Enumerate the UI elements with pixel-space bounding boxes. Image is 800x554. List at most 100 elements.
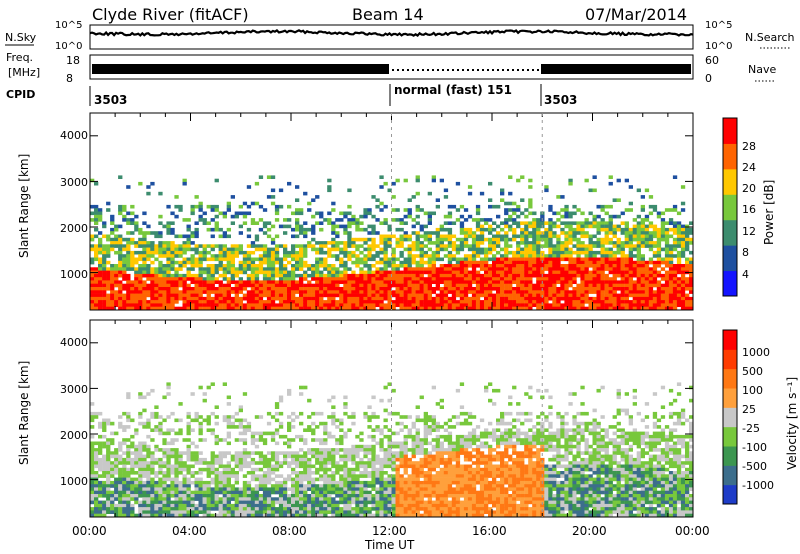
echo-cell [644, 234, 650, 239]
echo-cell [307, 290, 312, 294]
echo-cell [234, 503, 239, 508]
echo-cell [106, 273, 111, 278]
echo-cell [250, 260, 256, 265]
echo-cell [475, 241, 481, 245]
echo-cell [568, 303, 573, 307]
freq-band-b [541, 64, 691, 74]
echo-cell [126, 303, 131, 307]
echo-cell [98, 277, 103, 281]
echo-cell [222, 254, 227, 258]
echo-cell [411, 218, 416, 222]
echo-cell [262, 480, 268, 485]
echo-cell [246, 254, 252, 258]
echo-cell [347, 224, 352, 229]
echo-cell [218, 244, 223, 248]
echo-cell [516, 234, 521, 239]
echo-cell [154, 494, 159, 498]
echo-cell [226, 395, 231, 400]
echo-cell [295, 244, 300, 248]
echo-cell [391, 290, 396, 294]
echo-cell [520, 175, 525, 179]
echo-cell [162, 471, 167, 475]
echo-cell [274, 303, 280, 307]
echo-cell [246, 264, 252, 268]
echo-cell [395, 287, 400, 291]
echo-cell [560, 244, 565, 248]
echo-cell [287, 451, 292, 455]
echo-cell [463, 306, 469, 311]
echo-cell [395, 293, 400, 298]
echo-cell [138, 448, 143, 452]
echo-cell [516, 260, 521, 265]
echo-cell [620, 260, 625, 265]
echo-cell [150, 306, 155, 311]
echo-cell [339, 290, 344, 294]
echo-cell [347, 221, 352, 225]
echo-cell [548, 227, 553, 232]
echo-cell [178, 260, 183, 265]
echo-cell [246, 503, 252, 508]
echo-cell [118, 507, 123, 511]
echo-cell [471, 296, 477, 301]
echo-cell [202, 457, 207, 462]
echo-cell [451, 303, 457, 307]
echo-cell [214, 457, 219, 462]
echo-cell [367, 250, 372, 255]
echo-cell [162, 293, 167, 298]
echo-cell [299, 448, 304, 452]
echo-cell [303, 471, 308, 475]
echo-cell [295, 480, 300, 485]
echo-cell [652, 280, 658, 284]
echo-cell [291, 507, 296, 511]
echo-cell [451, 277, 457, 281]
echo-cell [254, 497, 260, 501]
echo-cell [331, 247, 336, 252]
echo-cell [447, 221, 453, 225]
echo-cell [500, 247, 505, 252]
echo-cell [652, 208, 658, 212]
echo-cell [548, 264, 553, 268]
echo-cell [512, 231, 517, 235]
echo-cell [628, 185, 633, 189]
echo-cell [467, 280, 473, 284]
echo-cell [190, 497, 195, 501]
nsearch-label: N.Search [745, 31, 795, 44]
echo-cell [102, 507, 107, 511]
echo-cell [226, 490, 231, 495]
echo-cell [395, 237, 400, 242]
echo-cell [596, 250, 601, 255]
echo-cell [532, 224, 537, 229]
echo-cell [668, 283, 674, 288]
echo-cell [347, 290, 352, 294]
echo-cell [427, 300, 432, 304]
echo-cell [544, 188, 549, 193]
echo-cell [274, 513, 280, 518]
echo-cell [198, 260, 203, 265]
echo-cell [94, 500, 99, 505]
noise-panel: N.Sky 10^5 10^0 10^5 10^0 N.Search [5, 20, 795, 52]
echo-cell [106, 467, 111, 472]
echo-cell [94, 461, 99, 465]
echo-cell [266, 490, 272, 495]
echo-cell [130, 260, 135, 265]
echo-cell [206, 494, 211, 498]
echo-cell [528, 204, 533, 209]
echo-cell [98, 296, 103, 301]
echo-cell [287, 425, 292, 429]
echo-cell [206, 296, 211, 301]
echo-cell [560, 208, 565, 212]
echo-cell [576, 303, 581, 307]
echo-cell [588, 306, 593, 311]
echo-cell [166, 484, 171, 488]
echo-cell [118, 296, 123, 301]
echo-cell [186, 290, 191, 294]
echo-cell [198, 204, 203, 209]
echo-cell [351, 250, 356, 255]
echo-cell [672, 175, 678, 179]
echo-cell [399, 296, 404, 301]
echo-cell [138, 461, 143, 465]
nave-tick-top: 60 [705, 54, 719, 67]
echo-cell [307, 280, 312, 284]
echo-cell [355, 244, 360, 248]
echo-cell [218, 264, 223, 268]
